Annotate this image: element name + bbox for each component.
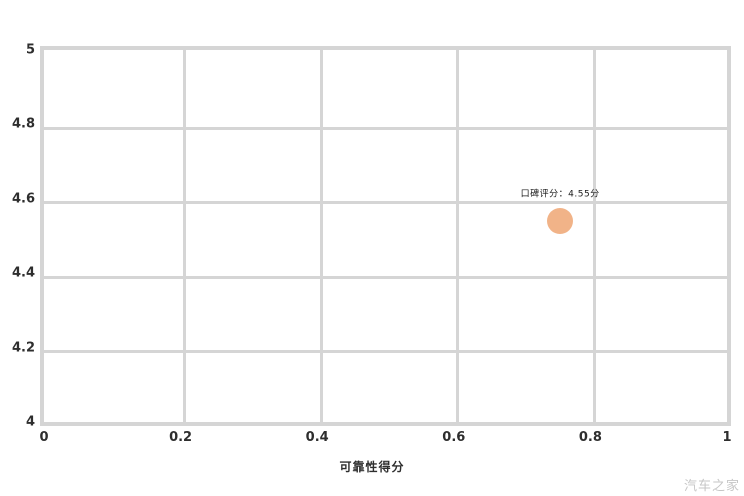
gridline-vertical-3	[456, 50, 460, 422]
gridline-horizontal-1	[44, 350, 727, 354]
watermark-autohome: 汽车之家	[683, 479, 740, 494]
gridline-horizontal-4	[44, 126, 727, 130]
x-tick-label-0: 0	[39, 430, 49, 445]
y-tick-label-4.8: 4.8	[11, 116, 35, 132]
gridline-vertical-2	[319, 50, 323, 422]
x-tick-label-0.4: 0.4	[305, 430, 329, 445]
y-tick-label-4.2: 4.2	[11, 340, 35, 356]
x-tick-label-1: 1	[722, 430, 732, 445]
x-tick-label-0.8: 0.8	[578, 430, 602, 445]
gridline-horizontal-2	[44, 275, 727, 279]
y-tick-label-4.6: 4.6	[11, 191, 35, 207]
y-tick-label-4.4: 4.4	[11, 265, 35, 281]
gridline-vertical-4	[592, 50, 596, 422]
y-tick-label-4: 4	[25, 414, 35, 430]
gridline-vertical-1	[183, 50, 187, 422]
scatter-point-0-0[interactable]	[547, 208, 574, 235]
plot-area: 口碑评分：4.55分	[40, 46, 731, 426]
x-tick-label-0.6: 0.6	[442, 430, 466, 445]
y-tick-label-5: 5	[25, 42, 35, 58]
x-tick-label-0.2: 0.2	[169, 430, 193, 445]
gridline-horizontal-3	[44, 201, 727, 205]
x-axis-title: 可靠性得分	[339, 460, 405, 474]
point-annotation: 口碑评分：4.55分	[520, 189, 600, 200]
